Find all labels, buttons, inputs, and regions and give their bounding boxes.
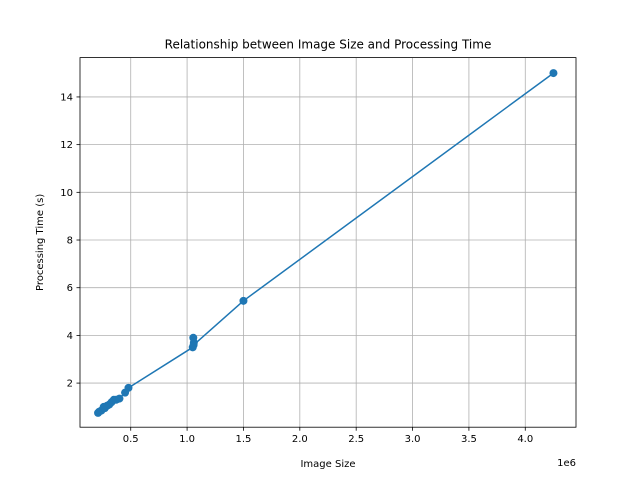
x-tick-label: 2.5 xyxy=(348,434,364,445)
data-point xyxy=(189,340,198,349)
y-tick-label: 8 xyxy=(67,236,73,247)
ticks: 0.5 1.0 1.5 2.0 2.5 3.0 3.5 4.0 2 4 6 8 10 12 14 xyxy=(60,92,533,445)
plot-frame xyxy=(79,57,577,428)
x-tick-label: 1.5 xyxy=(236,434,252,445)
y-tick-label: 2 xyxy=(67,379,73,390)
data-point xyxy=(239,296,248,305)
y-tick-label: 4 xyxy=(67,331,73,342)
x-tick-label: 3.5 xyxy=(461,434,477,445)
plot-area xyxy=(94,69,558,417)
grid xyxy=(80,57,576,428)
y-tick-label: 10 xyxy=(60,188,73,199)
y-tick-label: 12 xyxy=(60,140,73,151)
chart-title: Relationship between Image Size and Proc… xyxy=(165,38,492,52)
data-point xyxy=(115,394,124,403)
data-point xyxy=(549,69,558,78)
series-line xyxy=(97,72,554,414)
x-tick-label: 4.0 xyxy=(517,434,533,445)
data-point xyxy=(189,333,198,342)
x-tick-label: 2.0 xyxy=(292,434,308,445)
y-tick-label: 14 xyxy=(60,92,73,103)
x-offset-label: 1e6 xyxy=(557,458,576,469)
data-point xyxy=(124,383,133,392)
x-tick-label: 3.0 xyxy=(405,434,421,445)
x-tick-label: 0.5 xyxy=(123,434,139,445)
y-tick-label: 6 xyxy=(67,283,73,294)
x-axis-label: Image Size xyxy=(300,459,355,470)
x-tick-label: 1.0 xyxy=(179,434,195,445)
y-axis-label: Processing Time (s) xyxy=(35,194,46,291)
